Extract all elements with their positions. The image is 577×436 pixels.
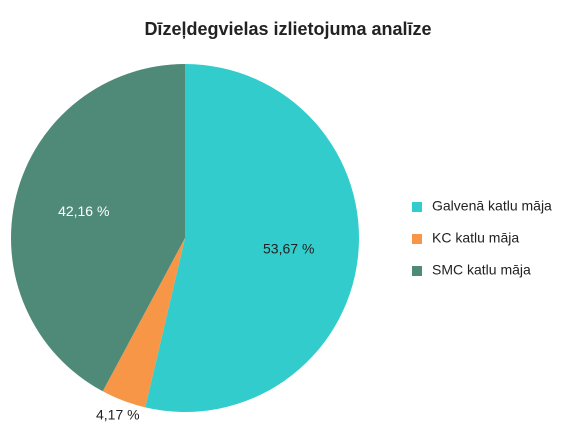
legend-swatch <box>412 202 422 212</box>
legend-label: Galvenā katlu māja <box>432 198 552 214</box>
legend-label: SMC katlu māja <box>432 262 531 278</box>
legend-swatch <box>412 266 422 276</box>
pie-slice <box>10 64 186 392</box>
data-label: 4,17 % <box>96 406 140 422</box>
data-label: 42,16 % <box>58 203 109 219</box>
legend-label: KC katlu māja <box>432 230 519 246</box>
chart-title: Dīzeļdegvielas izlietojuma analīze <box>144 19 431 39</box>
data-label: 53,67 % <box>263 241 314 257</box>
legend-swatch <box>412 234 422 244</box>
pie-slice <box>145 64 359 412</box>
pie-slice <box>102 238 185 408</box>
